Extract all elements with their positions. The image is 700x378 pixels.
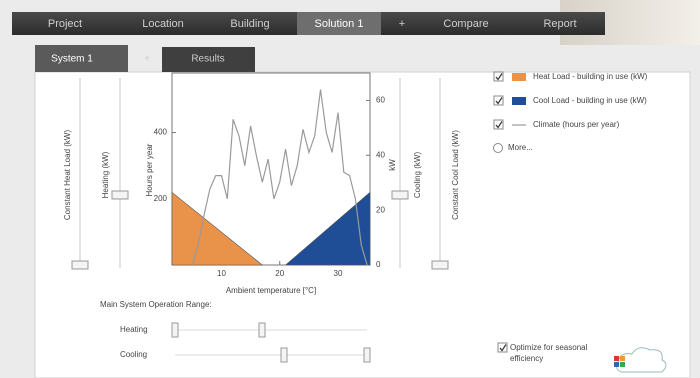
- checkmark: [495, 73, 503, 81]
- option-label: Optimize for seasonal efficiency: [510, 343, 588, 363]
- subtab[interactable]: Results: [191, 54, 224, 65]
- logo: [614, 347, 667, 373]
- slider-label: Heating (kW): [101, 151, 110, 198]
- slider-label: Constant Heat Load (kW): [63, 130, 72, 221]
- nav-tab[interactable]: +: [399, 18, 405, 30]
- slider-label: Constant Cool Load (kW): [451, 130, 460, 220]
- section-title: Main System Operation Range:: [100, 300, 212, 309]
- line: [191, 89, 368, 266]
- legend-swatch: [512, 97, 526, 105]
- y-tick-label: 400: [154, 128, 168, 137]
- area: [171, 191, 264, 266]
- slider-handle[interactable]: [431, 260, 449, 270]
- nav-active-tab: [297, 12, 381, 35]
- nav-tab[interactable]: Location: [142, 18, 184, 30]
- range-handle[interactable]: [258, 322, 266, 338]
- legend-swatch: [512, 73, 526, 81]
- checkmark: [495, 121, 503, 129]
- range-handle[interactable]: [363, 347, 371, 363]
- y2-tick-label: 20: [376, 205, 385, 214]
- range-label: Heating: [120, 325, 148, 334]
- legend-label: Cool Load - building in use (kW): [533, 96, 647, 105]
- subtab-active: [35, 45, 128, 72]
- slider-handle[interactable]: [111, 190, 129, 200]
- nav-tab[interactable]: Report: [543, 18, 576, 30]
- slider-label: Cooling (kW): [413, 152, 422, 199]
- area: [284, 191, 371, 266]
- x-tick-label: 20: [275, 269, 284, 278]
- slider-handle[interactable]: [71, 260, 89, 270]
- more-icon[interactable]: [493, 143, 503, 153]
- option-label-line: efficiency: [510, 354, 543, 363]
- nav-tab[interactable]: Project: [48, 18, 82, 30]
- subtab[interactable]: +: [144, 54, 150, 65]
- nav-tab[interactable]: Building: [230, 18, 269, 30]
- checkmark: [495, 97, 503, 105]
- checkbox[interactable]: [493, 119, 504, 130]
- x-tick-label: 30: [334, 269, 343, 278]
- y-tick-label: 200: [154, 194, 168, 203]
- range-handle[interactable]: [171, 322, 179, 338]
- y-axis-label: Hours per year: [145, 143, 154, 196]
- y2-tick-label: 60: [376, 96, 385, 105]
- range-handle[interactable]: [280, 347, 288, 363]
- y2-tick-label: 40: [376, 150, 385, 159]
- checkbox[interactable]: [493, 95, 504, 106]
- y2-tick-label: 0: [376, 260, 381, 269]
- subtab-results: [162, 47, 255, 72]
- slider-handle[interactable]: [391, 190, 409, 200]
- nav-tab[interactable]: Solution 1: [315, 18, 364, 30]
- nav-tab[interactable]: Compare: [443, 18, 488, 30]
- checkmark: [499, 344, 507, 352]
- range-label: Cooling: [120, 350, 147, 359]
- subtab[interactable]: System 1: [51, 54, 93, 65]
- legend-label: Climate (hours per year): [533, 120, 620, 129]
- legend-more[interactable]: More...: [508, 143, 533, 152]
- y2-axis-label: kW: [388, 159, 397, 171]
- x-tick-label: 10: [217, 269, 226, 278]
- checkbox[interactable]: [497, 342, 508, 353]
- option-label-line: Optimize for seasonal: [510, 343, 588, 352]
- legend-label: Heat Load - building in use (kW): [533, 72, 648, 81]
- x-axis-label: Ambient temperature [°C]: [226, 286, 316, 295]
- checkbox[interactable]: [493, 71, 504, 82]
